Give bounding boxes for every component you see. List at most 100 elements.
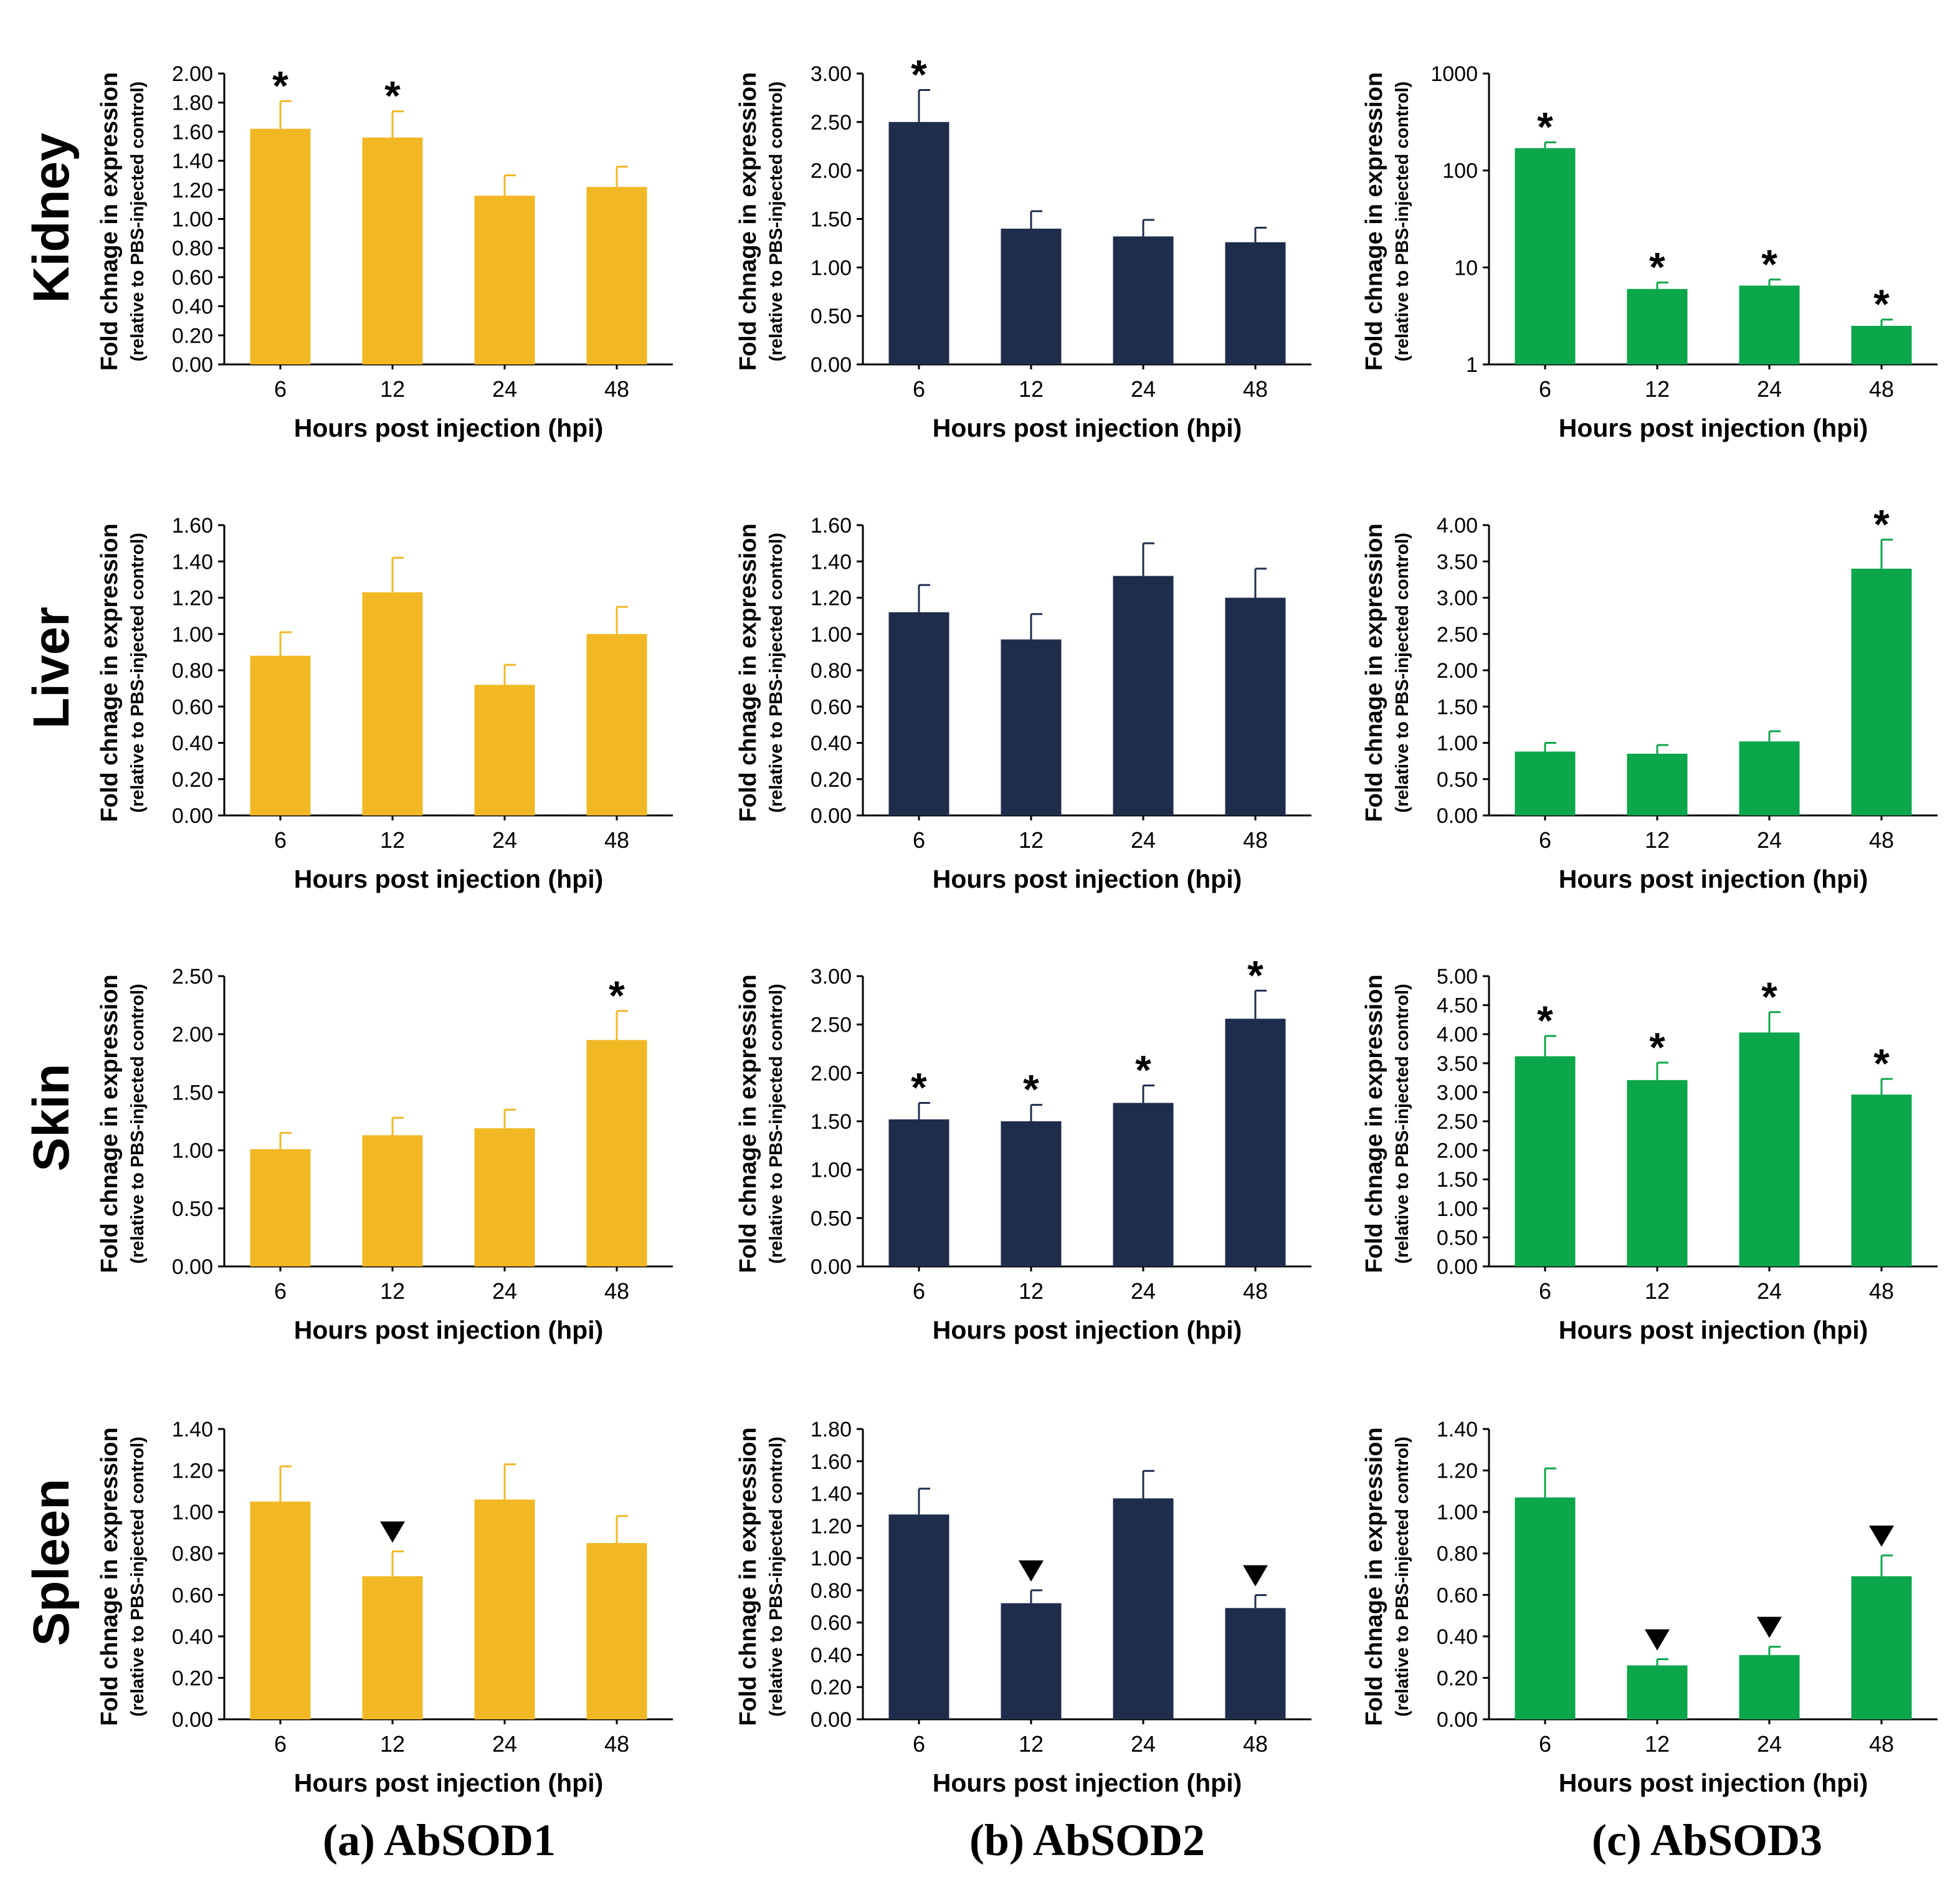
- y-tick-label: 2.50: [811, 1014, 852, 1037]
- y-tick-label: 10: [1454, 256, 1478, 280]
- bar: [1001, 1121, 1062, 1266]
- x-tick-label: 48: [1869, 1278, 1894, 1304]
- column-caption-absod3: (c) AbSOD3: [1592, 1815, 1822, 1865]
- x-tick-label: 6: [1539, 1731, 1551, 1757]
- y-axis-label: Fold chnage in expression: [735, 1427, 761, 1726]
- y-tick-label: 0.40: [172, 1625, 213, 1649]
- y-tick-label: 1.20: [811, 1514, 852, 1538]
- y-tick-label: 1.00: [1437, 1501, 1478, 1524]
- x-axis-label: Hours post injection (hpi): [294, 1316, 604, 1344]
- bar: [1739, 741, 1800, 815]
- y-axis-sublabel: (relative to PBS-injected control): [766, 533, 786, 813]
- y-tick-label: 1.60: [172, 120, 213, 144]
- significance-up-mark: *: [1537, 104, 1553, 150]
- significance-up-mark: *: [911, 1064, 927, 1110]
- y-axis-label: Fold chnage in expression: [735, 523, 761, 822]
- bar: [474, 1128, 535, 1266]
- x-tick-label: 12: [1645, 1731, 1670, 1757]
- x-axis-label: Hours post injection (hpi): [294, 865, 604, 893]
- y-tick-label: 2.00: [811, 159, 852, 183]
- x-tick-label: 12: [380, 376, 405, 402]
- chart-skin-absod2: 0.00 0.50 1.00 1.50 2.00 2.50 3.00 6 * 12 * 24 * 48 * H…: [735, 952, 1311, 1344]
- x-tick-label: 24: [1757, 376, 1782, 402]
- y-tick-label: 0.40: [811, 732, 852, 756]
- bar: [1627, 1665, 1688, 1719]
- bar: [362, 137, 423, 365]
- y-tick-label: 0.00: [1437, 1708, 1478, 1732]
- y-tick-label: 0.50: [811, 305, 852, 328]
- bar: [1851, 1576, 1912, 1719]
- significance-up-mark: *: [1247, 952, 1263, 998]
- y-tick-label: 0.00: [811, 804, 852, 828]
- x-tick-label: 6: [274, 376, 287, 402]
- y-tick-label: 0.00: [1437, 804, 1478, 828]
- x-tick-label: 12: [1019, 1731, 1044, 1757]
- x-tick-label: 6: [913, 1278, 925, 1304]
- x-axis-label: Hours post injection (hpi): [294, 1769, 604, 1797]
- y-axis-label: Fold chnage in expression: [97, 1427, 123, 1726]
- x-tick-label: 48: [1869, 376, 1894, 402]
- x-tick-label: 12: [1645, 1278, 1670, 1304]
- y-axis-sublabel: (relative to PBS-injected control): [128, 82, 148, 362]
- y-tick-label: 0.20: [172, 768, 213, 792]
- y-axis-label: Fold chnage in expression: [1361, 1427, 1387, 1726]
- bar: [1225, 242, 1286, 364]
- chart-spleen-absod2: 0.00 0.20 0.40 0.60 0.80 1.00 1.20 1.40 1.60 1.80…: [735, 1418, 1311, 1797]
- y-tick-label: 1.00: [811, 256, 852, 280]
- y-tick-label: 0.20: [172, 324, 213, 348]
- significance-up-mark: *: [1023, 1066, 1039, 1113]
- bar: [1739, 1032, 1800, 1266]
- y-tick-label: 1.50: [1437, 1168, 1478, 1192]
- x-tick-label: 48: [1243, 376, 1268, 402]
- y-tick-label: 1.40: [172, 1418, 213, 1441]
- significance-up-mark: *: [1873, 501, 1890, 547]
- y-tick-label: 1.80: [811, 1418, 852, 1441]
- bar: [1225, 1608, 1286, 1719]
- y-tick-label: 1.60: [811, 1450, 852, 1474]
- y-tick-label: 1.80: [172, 92, 213, 115]
- y-tick-label: 0.40: [1437, 1625, 1478, 1649]
- chart-liver-absod1: 0.00 0.20 0.40 0.60 0.80 1.00 1.20 1.40 1.60 6 12 2…: [97, 514, 673, 893]
- y-tick-label: 0.00: [1437, 1255, 1478, 1279]
- bar: [888, 612, 949, 815]
- x-tick-label: 24: [1757, 827, 1782, 853]
- y-axis-label: Fold chnage in expression: [97, 72, 123, 371]
- y-tick-label: 4.00: [1437, 1023, 1478, 1047]
- x-tick-label: 24: [492, 1731, 517, 1757]
- x-tick-label: 24: [1131, 827, 1156, 853]
- bar: [362, 592, 423, 815]
- y-axis-label: Fold chnage in expression: [735, 974, 761, 1273]
- y-tick-label: 1.00: [1437, 732, 1478, 756]
- y-tick-label: 1.50: [811, 208, 852, 232]
- row-label-kidney: Kidney: [23, 133, 80, 303]
- x-tick-label: 6: [1539, 376, 1551, 402]
- y-tick-label: 3.50: [1437, 1052, 1478, 1076]
- y-tick-label: 0.60: [811, 695, 852, 719]
- bar: [1113, 576, 1174, 815]
- x-axis-label: Hours post injection (hpi): [933, 1769, 1242, 1797]
- x-tick-label: 12: [1019, 376, 1044, 402]
- y-tick-label: 2.00: [811, 1061, 852, 1085]
- x-axis-label: Hours post injection (hpi): [1559, 865, 1868, 893]
- y-axis-sublabel: (relative to PBS-injected control): [766, 82, 786, 362]
- bar: [250, 128, 311, 365]
- bar: [362, 1576, 423, 1719]
- x-axis-label: Hours post injection (hpi): [1559, 1316, 1868, 1344]
- x-axis-label: Hours post injection (hpi): [933, 865, 1242, 893]
- y-tick-label: 100: [1442, 159, 1478, 183]
- y-tick-label: 0.60: [172, 1584, 213, 1607]
- y-tick-label: 0.00: [172, 804, 213, 828]
- y-tick-label: 1.00: [811, 1547, 852, 1570]
- significance-up-mark: *: [1761, 241, 1777, 287]
- y-tick-label: 0.80: [172, 659, 213, 683]
- significance-up-mark: *: [272, 62, 288, 108]
- x-tick-label: 12: [1019, 1278, 1044, 1304]
- x-axis-label: Hours post injection (hpi): [933, 414, 1242, 442]
- y-tick-label: 2.00: [1437, 1139, 1478, 1163]
- y-tick-label: 1.60: [811, 514, 852, 538]
- x-axis-label: Hours post injection (hpi): [1559, 414, 1868, 442]
- y-tick-label: 0.60: [172, 266, 213, 290]
- y-axis-label: Fold chnage in expression: [1361, 974, 1387, 1273]
- y-axis-sublabel: (relative to PBS-injected control): [1392, 533, 1412, 813]
- bar: [1001, 639, 1062, 815]
